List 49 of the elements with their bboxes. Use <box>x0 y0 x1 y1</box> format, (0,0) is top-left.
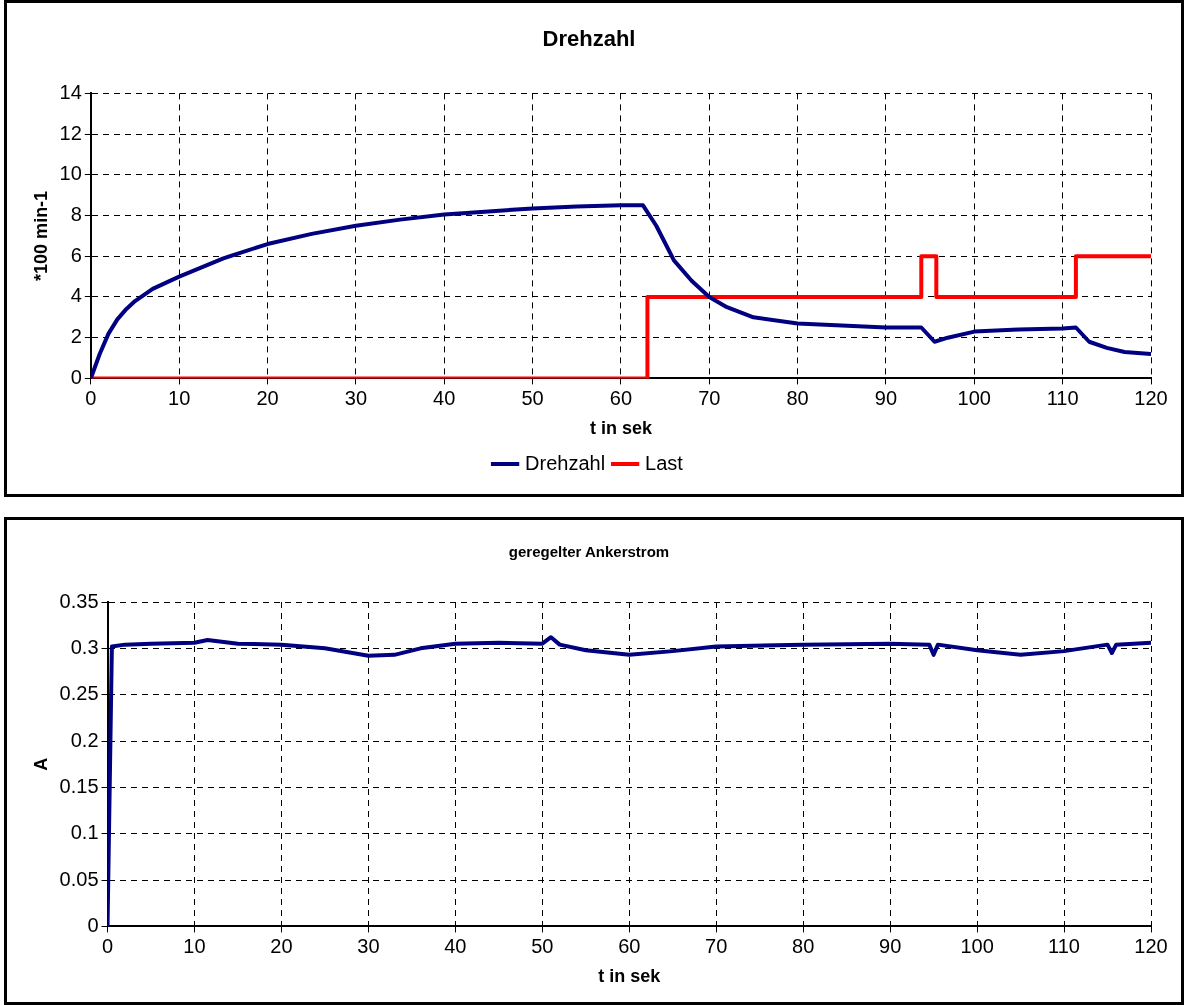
y-tick-label: 4 <box>70 284 82 307</box>
x-tick-label: 10 <box>183 934 206 957</box>
chart-title: Drehzahl <box>542 26 636 52</box>
x-tick-label: 70 <box>705 934 728 957</box>
x-tick-label: 70 <box>698 386 721 409</box>
legend-label: Last <box>645 451 684 474</box>
y-tick-label: 10 <box>59 162 82 185</box>
y-tick-label: 8 <box>70 203 82 226</box>
y-tick-label: 0.2 <box>70 728 99 751</box>
x-tick-label: 60 <box>609 386 633 409</box>
y-tick-label: 0.3 <box>70 635 99 658</box>
x-tick-label: 50 <box>531 934 554 957</box>
y-tick-label: 0.1 <box>70 821 99 844</box>
y-tick-label: 0.05 <box>59 867 99 890</box>
x-tick-label: 80 <box>786 386 809 409</box>
y-tick-label: 0.35 <box>59 589 99 612</box>
x-tick-label: 90 <box>879 934 902 957</box>
x-tick-label: 0 <box>101 934 114 957</box>
x-tick-label: 90 <box>874 386 898 409</box>
x-tick-label: 30 <box>344 386 368 409</box>
y-tick-label: 0.15 <box>59 774 99 797</box>
x-tick-label: 10 <box>168 386 191 409</box>
y-tick-label: 0.25 <box>59 682 99 705</box>
x-tick-label: 60 <box>618 934 641 957</box>
x-tick-label: 20 <box>256 386 279 409</box>
y-tick-label: 12 <box>59 121 82 144</box>
x-tick-label: 100 <box>957 386 991 409</box>
x-tick-label: 110 <box>1048 934 1080 957</box>
x-tick-label: 50 <box>521 386 544 409</box>
x-axis-title: t in sek <box>598 966 662 987</box>
x-tick-label: 40 <box>433 386 456 409</box>
chart-title: geregelter Ankerstrom <box>508 543 670 561</box>
x-tick-label: 110 <box>1046 386 1079 409</box>
y-axis-title: *100 min-1 <box>30 190 51 281</box>
x-tick-label: 120 <box>1134 386 1168 409</box>
legend-label: Drehzahl <box>525 451 606 474</box>
x-tick-label: 40 <box>444 934 467 957</box>
y-tick-label: 0 <box>70 365 82 388</box>
y-tick-label: 14 <box>59 80 82 103</box>
y-tick-label: 2 <box>70 325 82 348</box>
x-tick-label: 120 <box>1134 934 1168 957</box>
x-tick-label: 80 <box>792 934 815 957</box>
y-tick-label: 0 <box>87 913 99 936</box>
x-tick-label: 20 <box>270 934 293 957</box>
x-tick-label: 30 <box>357 934 380 957</box>
y-axis-title: A <box>30 757 51 771</box>
x-axis-title: t in sek <box>589 418 653 439</box>
x-tick-label: 100 <box>960 934 994 957</box>
y-tick-label: 6 <box>70 243 82 266</box>
